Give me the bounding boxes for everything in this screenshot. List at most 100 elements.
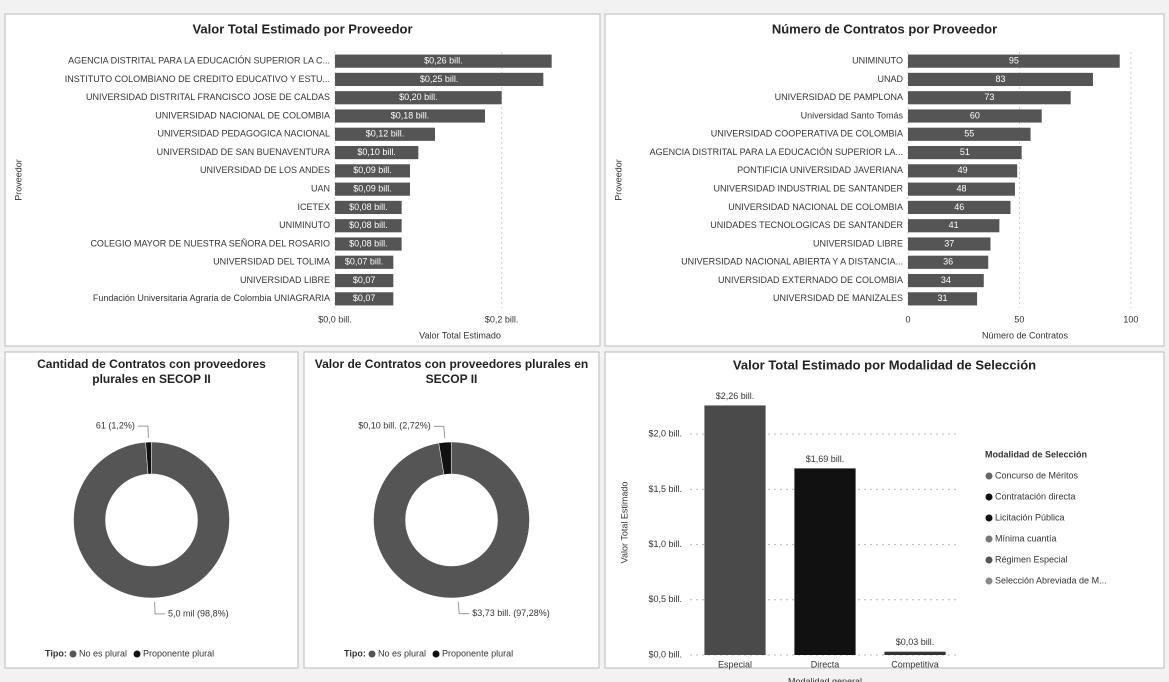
data-label: 34 <box>941 275 951 285</box>
data-label: $0,08 bill. <box>349 238 388 248</box>
chart-title: Valor Total Estimado por Proveedor <box>192 21 412 36</box>
x-axis-label: Número de Contratos <box>982 330 1069 340</box>
bar <box>908 164 1018 178</box>
y-tick-label: UNIVERSIDAD DE PAMPLONA <box>775 92 903 102</box>
x-tick-label: 100 <box>1123 314 1138 324</box>
chart-title-box: Valor de Contratos con proveedores plura… <box>314 357 589 386</box>
legend-swatch <box>69 650 77 658</box>
chart-title-box: Cantidad de Contratos con proveedores pl… <box>37 357 266 386</box>
bar <box>335 127 435 141</box>
y-tick-label: $0,0 bill. <box>648 649 682 659</box>
x-tick-label: $0,2 bill. <box>485 314 519 324</box>
data-label: $0,03 bill. <box>896 637 935 647</box>
y-tick-label: UNIVERSIDAD DISTRITAL FRANCISCO JOSE DE … <box>86 92 330 102</box>
y-tick-label: UNIVERSIDAD LIBRE <box>813 238 903 248</box>
bar <box>908 237 991 251</box>
y-tick-label: Fundación Universitaria Agraria de Colom… <box>93 293 330 303</box>
panel <box>303 351 600 669</box>
data-label: 41 <box>949 220 959 230</box>
y-axis-label: Valor Total Estimado <box>619 482 629 564</box>
x-tick-label: 50 <box>1014 314 1024 324</box>
bar <box>908 200 1011 215</box>
legend-label: Mínima cuantía <box>995 533 1057 543</box>
legend-swatch <box>985 514 993 522</box>
y-tick-label: UNIMINUTO <box>279 220 330 230</box>
legend-swatch <box>368 650 376 658</box>
bar <box>335 72 544 87</box>
y-tick-label: UNAD <box>877 74 903 84</box>
bar <box>908 54 1120 68</box>
y-axis-label: Proveedor <box>613 159 623 201</box>
y-tick-label: COLEGIO MAYOR DE NUESTRA SEÑORA DEL ROSA… <box>90 238 330 248</box>
y-tick-label: $1,5 bill. <box>648 484 682 494</box>
legend-swatch <box>985 556 993 564</box>
bar <box>908 292 978 306</box>
y-tick-label: INSTITUTO COLOMBIANO DE CREDITO EDUCATIV… <box>65 74 330 84</box>
bar <box>908 255 989 269</box>
panel <box>604 13 1165 347</box>
data-label: $0,20 bill. <box>399 92 438 102</box>
legend-swatch <box>985 535 993 543</box>
data-label: 31 <box>938 293 948 303</box>
legend-label: No es plural <box>79 648 127 658</box>
bar <box>908 127 1031 141</box>
y-tick-label: Universidad Santo Tomás <box>801 110 904 120</box>
bar <box>794 468 856 655</box>
x-tick-label: $0,0 bill. <box>318 314 352 324</box>
donut-segment <box>438 441 452 475</box>
x-tick-label: Especial <box>718 659 752 669</box>
legend-swatch <box>985 472 993 480</box>
legend-label: Contratación directa <box>995 491 1076 501</box>
bar <box>335 91 502 105</box>
y-tick-label: UNIVERSIDAD DEL TOLIMA <box>213 257 330 267</box>
data-label: $0,08 bill. <box>349 220 388 230</box>
y-tick-label: UNIVERSIDAD DE SAN BUENAVENTURA <box>157 147 330 157</box>
y-tick-label: UNIMINUTO <box>852 56 903 66</box>
data-label: 37 <box>944 238 954 248</box>
bar <box>335 237 402 251</box>
bar <box>335 145 419 160</box>
data-label: $0,10 bill. (2,72%) <box>358 421 431 431</box>
donut-segment <box>373 441 530 599</box>
bar <box>335 273 394 288</box>
data-label: 73 <box>984 92 994 102</box>
bar <box>335 182 410 196</box>
chart-title: Valor de Contratos con proveedores plura… <box>314 357 589 386</box>
y-tick-label: UNIDADES TECNOLOGICAS DE SANTANDER <box>710 220 903 230</box>
legend-swatch <box>985 493 993 501</box>
data-label: $0,10 bill. <box>357 147 396 157</box>
x-axis-label: Valor Total Estimado <box>419 330 501 340</box>
panel <box>4 13 601 347</box>
y-tick-label: UNIVERSIDAD INDUSTRIAL DE SANTANDER <box>713 184 903 194</box>
data-label: $0,09 bill. <box>353 184 392 194</box>
data-label: 55 <box>964 129 974 139</box>
leader-line <box>433 425 446 439</box>
data-label: 51 <box>960 147 970 157</box>
data-label: 83 <box>995 74 1005 84</box>
data-label: $0,07 <box>353 275 376 285</box>
legend-label: No es plural <box>378 648 426 658</box>
bar <box>704 405 766 655</box>
bar <box>335 54 552 68</box>
legend-label: Proponente plural <box>143 648 214 658</box>
y-tick-label: AGENCIA DISTRITAL PARA LA EDUCACIÓN SUPE… <box>68 56 330 66</box>
legend-label: Proponente plural <box>442 648 513 658</box>
legend-label: Concurso de Méritos <box>995 470 1079 480</box>
data-label: $0,09 bill. <box>353 165 392 175</box>
bar <box>908 72 1093 87</box>
y-tick-label: UNIVERSIDAD EXTERNADO DE COLOMBIA <box>718 275 903 285</box>
bar <box>884 651 946 655</box>
data-label: $3,73 bill. (97,28%) <box>472 608 550 618</box>
legend-label: Selección Abreviada de M... <box>995 575 1107 585</box>
panel <box>604 351 1165 669</box>
data-label: 48 <box>956 184 966 194</box>
x-tick-label: 0 <box>905 314 910 324</box>
data-label: $0,07 bill. <box>345 257 384 267</box>
bar <box>335 109 485 123</box>
y-tick-label: PONTIFICIA UNIVERSIDAD JAVERIANA <box>737 165 903 175</box>
bar <box>908 219 1000 233</box>
legend-title: Modalidad de Selección <box>985 449 1087 459</box>
y-tick-label: AGENCIA DISTRITAL PARA LA EDUCACIÓN SUPE… <box>650 147 903 157</box>
